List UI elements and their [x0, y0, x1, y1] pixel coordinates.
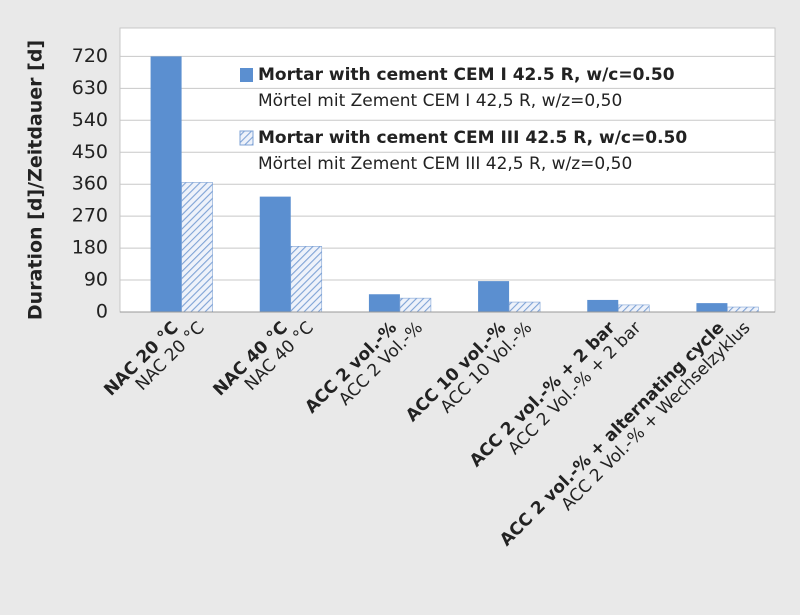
- legend-label: Mortar with cement CEM I 42.5 R, w/c=0.5…: [258, 65, 675, 85]
- legend-swatch: [240, 68, 253, 82]
- bar: [368, 294, 400, 312]
- y-tick-label: 630: [72, 77, 108, 99]
- bar: [290, 246, 323, 313]
- y-tick-label: 0: [96, 301, 108, 323]
- bar: [399, 297, 432, 313]
- legend-label-de: Mörtel mit Zement CEM I 42,5 R, w/z=0,50: [258, 91, 622, 111]
- legend-label-de: Mörtel mit Zement CEM III 42,5 R, w/z=0,…: [258, 154, 632, 174]
- bar: [259, 196, 291, 312]
- bar: [587, 299, 619, 312]
- bar: [696, 303, 728, 312]
- y-tick-label: 450: [72, 141, 108, 163]
- y-axis-label: Duration [d]/Zeitdauer [d]: [25, 40, 47, 320]
- y-tick-label: 180: [72, 237, 108, 259]
- y-tick-label: 720: [72, 45, 108, 67]
- bar: [478, 281, 510, 312]
- bar: [508, 301, 541, 313]
- y-tick-label: 360: [72, 173, 108, 195]
- y-tick-label: 270: [72, 205, 108, 227]
- y-tick-label: 90: [84, 269, 108, 291]
- bar: [181, 182, 213, 313]
- bar: [727, 306, 759, 313]
- plot-area: [119, 27, 776, 313]
- y-tick-label: 540: [72, 109, 108, 131]
- legend-swatch: [239, 130, 254, 146]
- legend-label: Mortar with cement CEM III 42.5 R, w/c=0…: [258, 128, 687, 148]
- bar: [150, 56, 182, 313]
- bar: [617, 304, 650, 313]
